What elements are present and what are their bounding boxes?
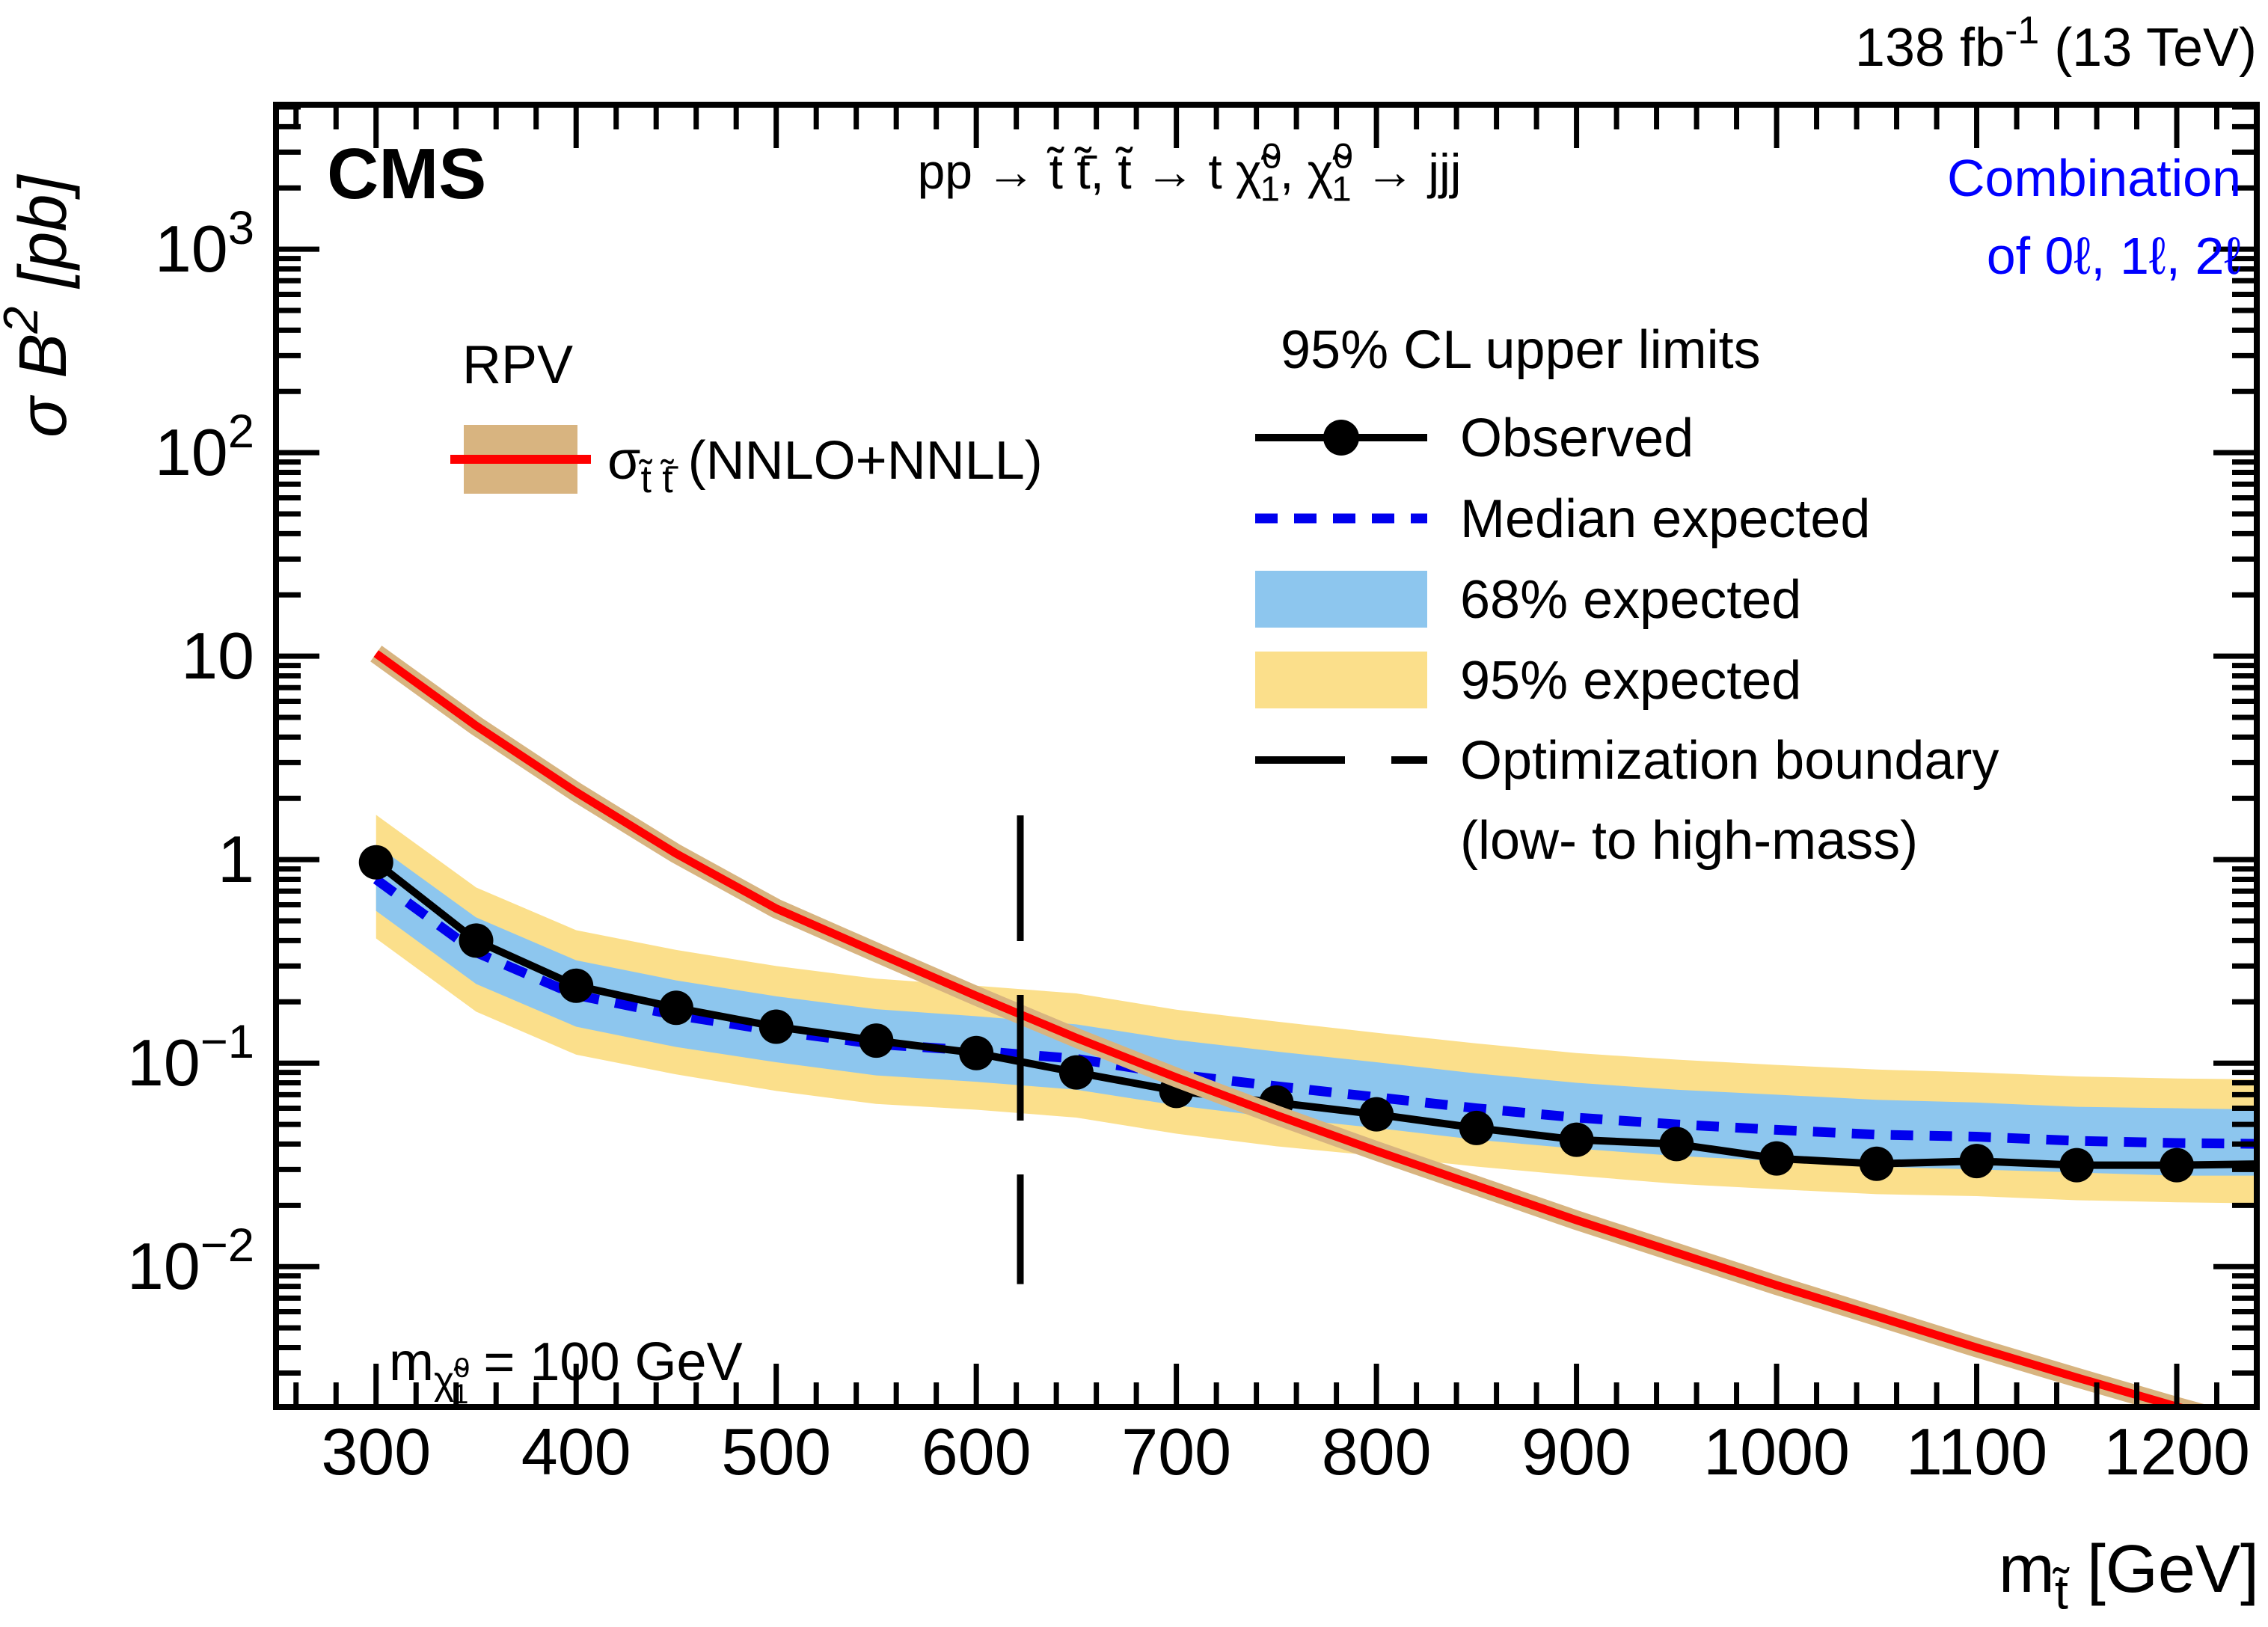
x-tick-label: 700 [1121, 1415, 1231, 1489]
x-tick-label: 400 [521, 1415, 631, 1489]
x-tick-label: 1100 [1906, 1415, 2047, 1489]
plot-title: pp → t̃ t̃̄, t̃ → t χ̃0 1, χ̃0 1 → jjj [918, 136, 1462, 209]
legend-entry-label: 68% expected [1460, 570, 1801, 630]
observed-marker [959, 1035, 994, 1070]
observed-marker [1459, 1110, 1494, 1145]
theory-line [373, 650, 2194, 1407]
y-tick-label: 10−2 [127, 1219, 254, 1303]
observed-marker [459, 923, 494, 958]
legend-entry-label: Optimization boundary [1460, 731, 1999, 791]
legend-entry-label: Median expected [1460, 489, 1870, 549]
legend-entry-label-2: (low- to high-mass) [1460, 811, 1918, 871]
plot-frame [273, 102, 2260, 1410]
legend-rpv: RPV σt̃ t̃̄ (NNLO+NNLL) [450, 335, 1043, 500]
legend-rpv-title: RPV [462, 335, 573, 395]
cms-label: CMS [327, 134, 486, 214]
x-tick-label: 1200 [2103, 1415, 2250, 1489]
lumi-label: 138 fb-1 (13 TeV) [1855, 8, 2257, 78]
observed-marker [1959, 1144, 1994, 1179]
x-tick-label: 900 [1521, 1415, 1631, 1489]
observed-marker [2160, 1148, 2195, 1183]
header-texts: mt̃ [GeV] σ B2 [pb] CMS pp → t̃ t̃̄, t̃ → t… [0, 8, 2259, 1620]
x-tick-label: 500 [721, 1415, 831, 1489]
observed-marker [1759, 1141, 1795, 1176]
observed-marker [2260, 1147, 2268, 1181]
observed-marker [1058, 1055, 1094, 1090]
combination-label: of 0ℓ, 1ℓ, 2ℓ [1987, 227, 2241, 285]
x-tick-label: 600 [922, 1415, 1032, 1489]
legend-entry-label: Observed [1460, 408, 1694, 468]
legend-observed-marker [1323, 420, 1359, 456]
y-tick-label: 1 [218, 822, 254, 896]
observed-marker [1859, 1146, 1894, 1181]
y-tick-label: 103 [155, 202, 254, 286]
neutralino-mass-annotation: mχ̃0 1 = 100 GeV [389, 1332, 743, 1409]
x-tick-label: 300 [321, 1415, 431, 1489]
observed-marker [1559, 1122, 1594, 1157]
legend-entry-label: 95% expected [1460, 651, 1801, 711]
y-tick-label: 102 [155, 405, 254, 489]
x-tick-label: 800 [1322, 1415, 1432, 1489]
observed-marker [758, 1009, 794, 1044]
observed-marker [859, 1023, 894, 1058]
plot-area [358, 646, 2268, 1407]
y-tick-label: 10−1 [127, 1016, 254, 1100]
y-tick-label: 10 [181, 619, 254, 693]
legend-title: 95% CL upper limits [1281, 320, 1761, 380]
median-expected-line [373, 875, 2257, 1149]
observed-marker [358, 845, 393, 880]
x-tick-label: 1000 [1703, 1415, 1850, 1489]
observed-marker [1359, 1097, 1394, 1132]
observed-marker [559, 968, 594, 1003]
axes: 300 400 500 600 700 800 900 1000 1100 1200 103 102 1… [127, 102, 2260, 1489]
legend-theory-label: σt̃ t̃̄ (NNLO+NNLL) [607, 431, 1043, 500]
legend-band-swatch [1255, 571, 1427, 628]
observed-marker [1659, 1127, 1694, 1162]
observed-marker [658, 990, 693, 1026]
legend-band-swatch [1255, 652, 1427, 708]
observed-marker [2059, 1148, 2094, 1183]
y-axis-title: σ B2 [pb] [0, 174, 81, 438]
x-axis-title: mt̃ [GeV] [1999, 1532, 2259, 1620]
legend-limits: 95% CL upper limits Observed Median expect… [1255, 320, 1999, 871]
combination-label: Combination [1947, 149, 2241, 207]
